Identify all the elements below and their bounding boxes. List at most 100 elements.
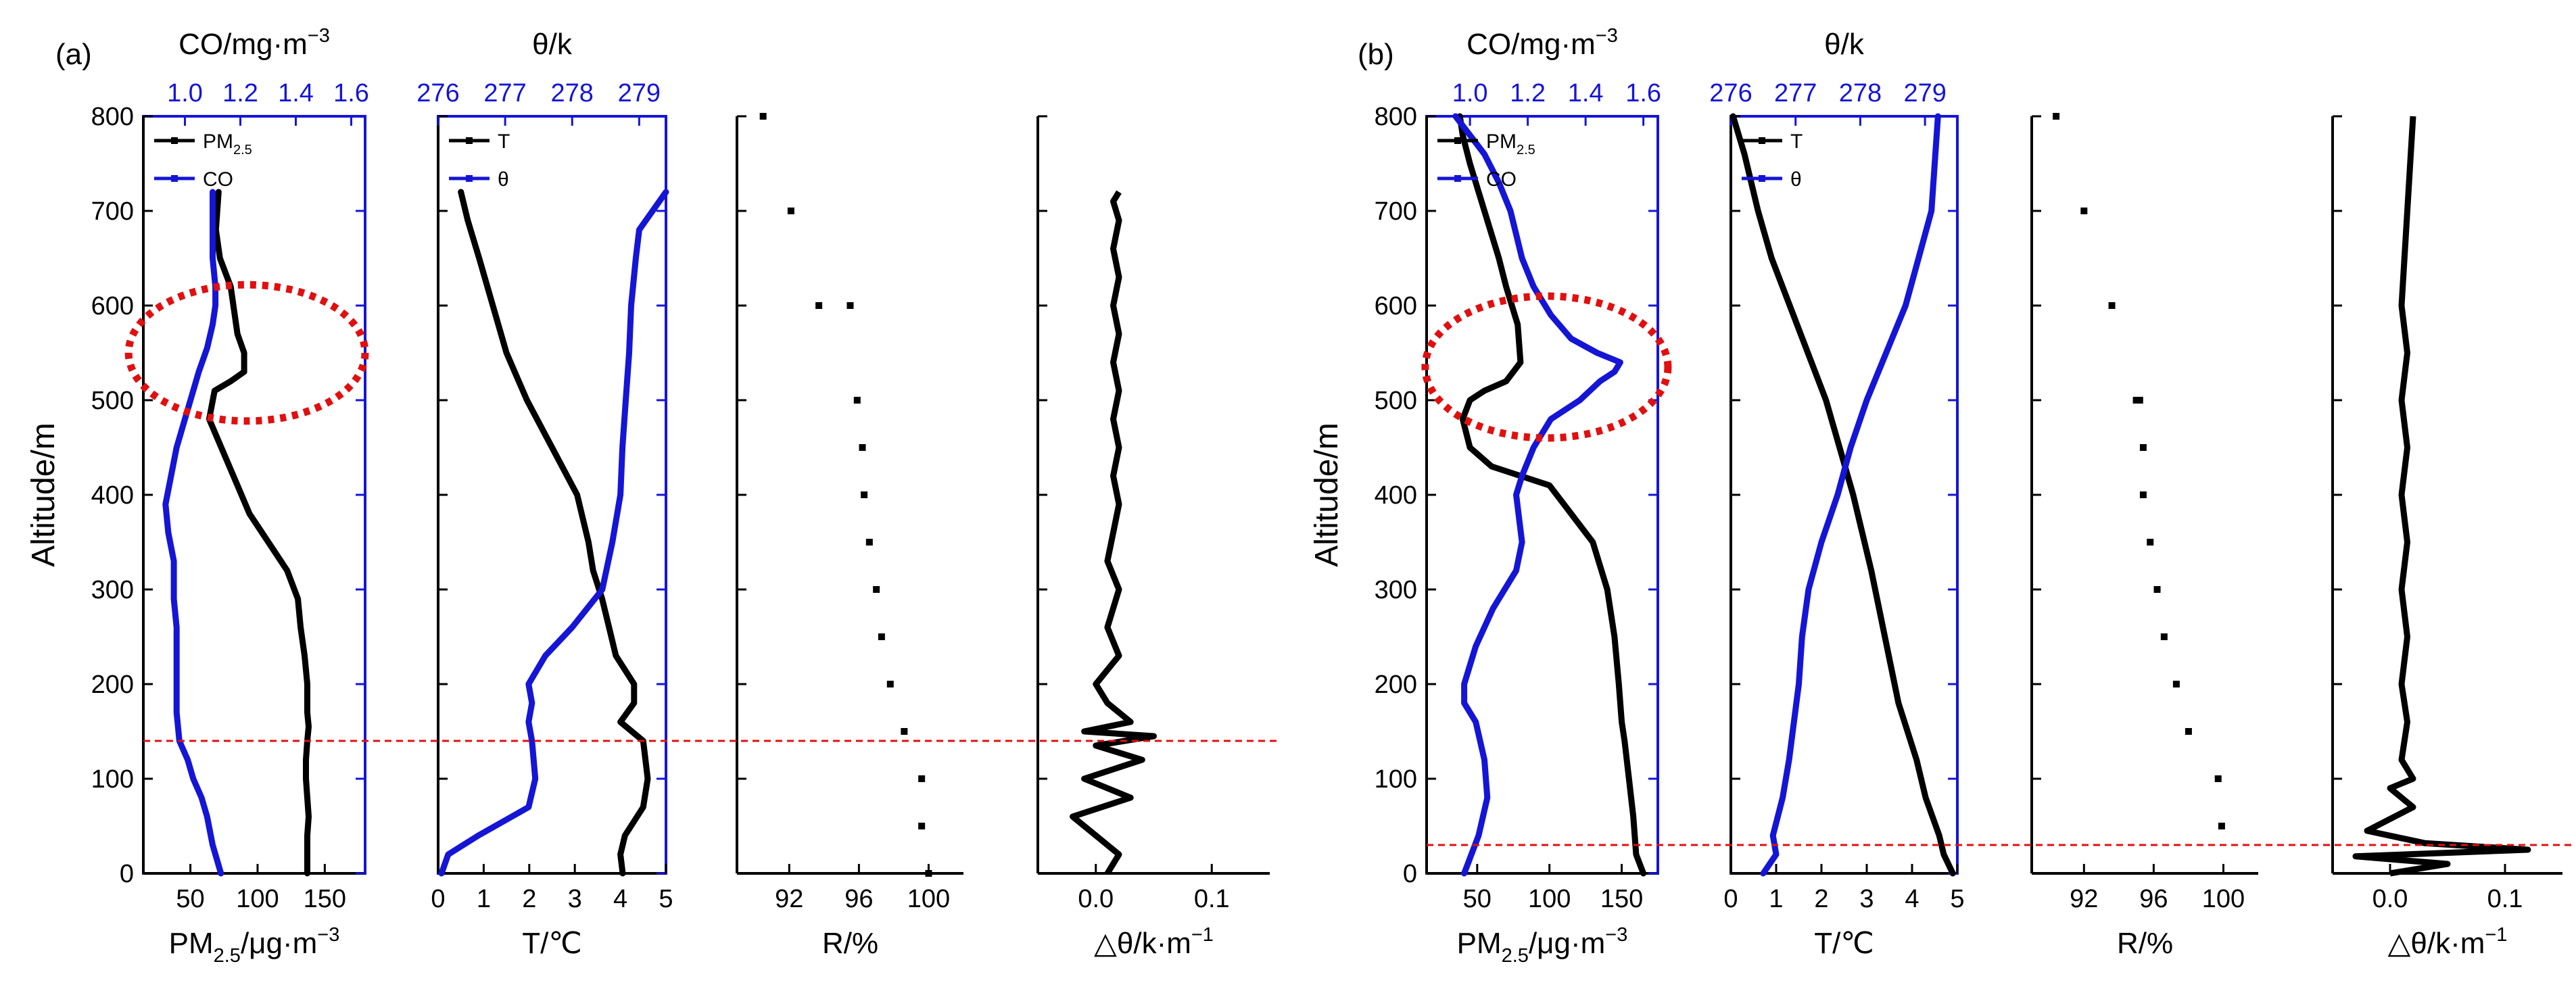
top-axis-title: θ/k: [532, 28, 573, 61]
scatter-point: [2136, 397, 2143, 404]
top-tick-label: 1.2: [222, 79, 258, 107]
y-tick-label: 200: [1375, 671, 1417, 699]
top-tick-label: 276: [1709, 79, 1752, 107]
x-axis-label: PM2.5/μg·m−3: [169, 924, 340, 967]
x-tick-label: 96: [844, 885, 873, 913]
legend-marker: [171, 137, 178, 144]
subplot-3: 92 96 100 R/%: [736, 113, 963, 960]
legend-label: T: [1790, 130, 1803, 153]
x-tick-label: 50: [1463, 885, 1492, 913]
x-tick-label: 0: [1723, 885, 1738, 913]
y-tick-label: 600: [1375, 292, 1417, 320]
x-tick-label: 5: [1950, 885, 1964, 913]
x-tick-label: 150: [304, 885, 346, 913]
plot-frame: [142, 115, 366, 875]
y-tick-label: 100: [91, 765, 134, 794]
legend-marker: [1759, 137, 1765, 144]
series-: [1760, 113, 1941, 877]
scatter-point: [925, 870, 932, 877]
legend-label: θ: [498, 168, 509, 191]
series-co: [1452, 113, 1623, 877]
top-tick-label: 1.4: [278, 79, 314, 107]
scatter-point: [918, 775, 926, 782]
top-tick-label: 279: [618, 79, 661, 107]
panel-a: (a)Altitude/m010020030040050060070080050…: [26, 25, 1280, 967]
y-axis-label: Altitude/m: [1309, 422, 1345, 566]
x-tick-label: 100: [1528, 885, 1571, 913]
x-tick-label: 0: [431, 885, 445, 913]
y-tick-label: 700: [91, 197, 134, 226]
legend-label: PM2.5: [203, 130, 252, 158]
scatter-point: [861, 491, 868, 498]
x-axis-label: R/%: [822, 927, 878, 960]
x-tick-label: 2: [1814, 885, 1828, 913]
scatter-point: [901, 728, 908, 735]
x-tick-label: 0.1: [1194, 885, 1230, 913]
y-tick-label: 300: [91, 576, 134, 604]
y-axis-label: Altitude/m: [26, 422, 62, 566]
scatter-point: [878, 633, 885, 640]
x-tick-label: 100: [2202, 885, 2245, 913]
x-tick-label: 3: [1859, 885, 1874, 913]
series-pm25: [206, 189, 312, 877]
x-axis-label: PM2.5/μg·m−3: [1457, 924, 1628, 967]
x-axis-label: R/%: [2117, 927, 2173, 960]
y-tick-label: 0: [1403, 860, 1417, 888]
top-tick-label: 277: [1774, 79, 1817, 107]
x-tick-label: 0.0: [2372, 885, 2408, 913]
top-tick-label: 278: [1839, 79, 1882, 107]
legend-label: CO: [203, 168, 233, 191]
x-tick-label: 92: [775, 885, 803, 913]
panel-label: (a): [55, 38, 92, 71]
y-tick-label: 800: [1375, 103, 1417, 131]
y-tick-label: 800: [91, 103, 134, 131]
top-tick-label: 1.2: [1510, 79, 1546, 107]
x-tick-label: 1: [477, 885, 491, 913]
scatter-point: [2132, 397, 2140, 404]
legend-marker: [1759, 175, 1765, 182]
x-tick-label: 4: [1905, 885, 1919, 913]
x-tick-label: 3: [568, 885, 582, 913]
subplot-4: 0.0 0.1 △θ/k·m−1: [2331, 115, 2562, 960]
y-tick-label: 400: [91, 481, 134, 510]
series-: [438, 189, 669, 877]
subplot-1: 0 100 200 300 400 500 600 700 800 50 100 150 PM2.5/μ…: [91, 25, 369, 967]
scatter-point: [815, 302, 823, 309]
top-tick-label: 277: [483, 79, 526, 107]
highlight-ellipse: [1421, 292, 1672, 442]
scatter-point: [873, 586, 880, 593]
y-tick-label: 200: [91, 671, 134, 699]
scatter-point: [759, 113, 767, 120]
subplot-1: 0 100 200 300 400 500 600 700 800 50 100 150 PM2.5/μ…: [1375, 25, 1661, 967]
top-axis-title: CO/mg·m−3: [1466, 25, 1618, 61]
series-t: [458, 189, 651, 877]
top-axis-title: CO/mg·m−3: [178, 25, 330, 61]
legend-label: θ: [1790, 168, 1802, 191]
scatter-point: [2139, 491, 2147, 498]
scatter-point: [2053, 113, 2060, 120]
top-axis-title: θ/k: [1824, 28, 1865, 61]
x-tick-label: 92: [2070, 885, 2098, 913]
x-tick-label: 5: [659, 885, 673, 913]
y-tick-label: 0: [120, 860, 134, 888]
scatter-point: [2214, 775, 2222, 782]
series-delta-theta: [1070, 190, 1157, 875]
panel-label: (b): [1358, 38, 1394, 71]
legend-label: PM2.5: [1486, 130, 1535, 158]
top-tick-label: 279: [1903, 79, 1946, 107]
x-axis-label: △θ/k·m−1: [1094, 924, 1214, 960]
y-tick-label: 500: [1375, 387, 1417, 415]
series-co: [162, 189, 224, 877]
legend-marker: [1454, 175, 1461, 182]
scatter-point: [2218, 823, 2225, 829]
scatter-point: [2108, 302, 2116, 309]
top-tick-label: 1.4: [1568, 79, 1604, 107]
x-tick-label: 96: [2139, 885, 2168, 913]
x-axis-label: T/℃: [1814, 927, 1874, 960]
legend-label: T: [498, 130, 510, 153]
scatter-point: [787, 208, 794, 214]
x-tick-label: 100: [236, 885, 279, 913]
top-tick-label: 1.6: [1625, 79, 1661, 107]
x-tick-label: 100: [907, 885, 950, 913]
y-tick-label: 300: [1375, 576, 1417, 604]
